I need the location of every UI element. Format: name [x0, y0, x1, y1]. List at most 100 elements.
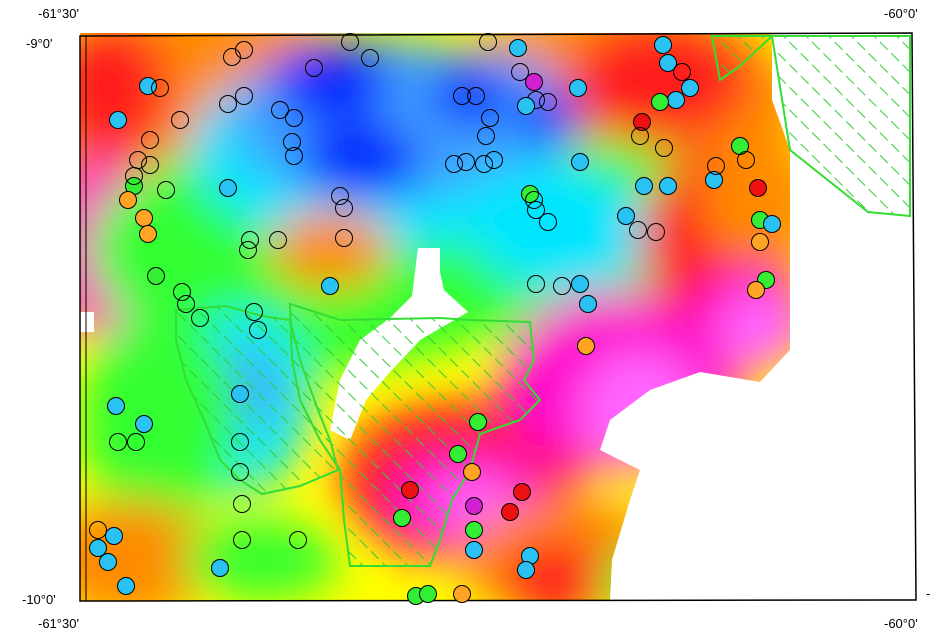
station-marker-open	[445, 155, 463, 173]
station-marker-open	[127, 433, 145, 451]
station-marker-cyan	[763, 215, 781, 233]
station-marker-open	[527, 275, 545, 293]
station-marker-open	[481, 109, 499, 127]
station-marker-open	[141, 156, 159, 174]
station-marker-open	[335, 229, 353, 247]
station-marker-cyan	[571, 275, 589, 293]
station-marker-open	[479, 33, 497, 51]
station-marker-cyan	[654, 36, 672, 54]
station-marker-cyan	[117, 577, 135, 595]
station-marker-cyan	[107, 397, 125, 415]
station-marker-cyan	[211, 559, 229, 577]
station-marker-cyan	[635, 177, 653, 195]
station-marker-cyan	[667, 91, 685, 109]
station-marker-open	[629, 221, 647, 239]
station-marker-orange	[751, 233, 769, 251]
station-marker-cyan	[135, 415, 153, 433]
station-marker-cyan	[659, 54, 677, 72]
station-marker-open	[525, 191, 543, 209]
station-marker-cyan	[659, 177, 677, 195]
station-marker-cyan	[569, 79, 587, 97]
station-marker-green	[521, 185, 539, 203]
station-marker-green	[651, 93, 669, 111]
station-marker-open	[151, 79, 169, 97]
station-marker-cyan	[517, 97, 535, 115]
station-marker-open	[527, 201, 545, 219]
station-marker-open	[125, 167, 143, 185]
station-marker-red	[749, 179, 767, 197]
station-markers	[89, 33, 781, 605]
station-marker-open	[655, 139, 673, 157]
station-marker-cyan	[321, 277, 339, 295]
hatched-area-west	[175, 304, 340, 496]
station-marker-open	[269, 231, 287, 249]
station-marker-open	[141, 131, 159, 149]
heat-zone-orange	[80, 500, 220, 601]
station-marker-open	[539, 93, 557, 111]
station-marker-cyan	[139, 77, 157, 95]
station-marker-open	[109, 433, 127, 451]
station-marker-open	[305, 59, 323, 77]
station-marker-cyan	[517, 561, 535, 579]
station-marker-open	[289, 531, 307, 549]
station-marker-cyan	[681, 79, 699, 97]
lon-label-bottom-left: -61°30'	[38, 616, 79, 631]
no-data-area-west	[80, 312, 94, 332]
heat-zone-pink	[720, 290, 800, 370]
station-marker-red	[513, 483, 531, 501]
station-marker-open	[331, 187, 349, 205]
station-marker-open	[467, 87, 485, 105]
heat-zone-red	[80, 33, 170, 160]
station-marker-open	[285, 109, 303, 127]
station-marker-open	[89, 521, 107, 539]
station-marker-open	[647, 223, 665, 241]
station-marker-cyan	[571, 153, 589, 171]
lat-label-bottom: -10°0'	[22, 592, 56, 607]
station-marker-open	[737, 151, 755, 169]
station-marker-orange	[119, 191, 137, 209]
station-marker-orange	[135, 209, 153, 227]
station-marker-open	[341, 33, 359, 51]
station-marker-cyan	[231, 385, 249, 403]
heat-zone-blue	[520, 90, 580, 150]
station-marker-green	[419, 585, 437, 603]
station-marker-green	[393, 509, 411, 527]
station-marker-cyan	[89, 539, 107, 557]
heat-zone-red	[570, 33, 750, 140]
lon-label-top-right: -60°0'	[884, 6, 918, 21]
station-marker-orange	[577, 337, 595, 355]
station-marker-cyan	[579, 295, 597, 313]
map-frame	[79, 32, 917, 602]
station-marker-red	[501, 503, 519, 521]
station-marker-open	[707, 157, 725, 175]
station-marker-cyan	[705, 171, 723, 189]
station-marker-open	[511, 63, 529, 81]
station-marker-open	[235, 41, 253, 59]
station-marker-cyan	[105, 527, 123, 545]
station-marker-open	[249, 321, 267, 339]
station-marker-open	[475, 155, 493, 173]
station-marker-green	[465, 521, 483, 539]
right-tick-label: -	[926, 586, 931, 601]
station-marker-open	[157, 181, 175, 199]
lat-label-top: -9°0'	[26, 36, 53, 51]
station-marker-cyan	[109, 111, 127, 129]
station-marker-open	[245, 303, 263, 321]
station-marker-magenta	[525, 73, 543, 91]
station-marker-open	[631, 127, 649, 145]
station-marker-green	[147, 267, 165, 285]
station-marker-open	[171, 111, 189, 129]
station-marker-open	[477, 127, 495, 145]
station-marker-open	[219, 95, 237, 113]
station-marker-open	[673, 63, 691, 81]
hatched-area-northeast	[710, 35, 911, 218]
station-marker-magenta	[465, 497, 483, 515]
station-marker-orange	[453, 585, 471, 603]
station-marker-cyan	[99, 553, 117, 571]
heat-zone-orange	[270, 210, 390, 290]
heat-zone-cyan	[470, 170, 650, 290]
lon-label-bottom-right: -60°0'	[884, 616, 918, 631]
station-marker-open	[173, 283, 191, 301]
station-marker-green	[449, 445, 467, 463]
